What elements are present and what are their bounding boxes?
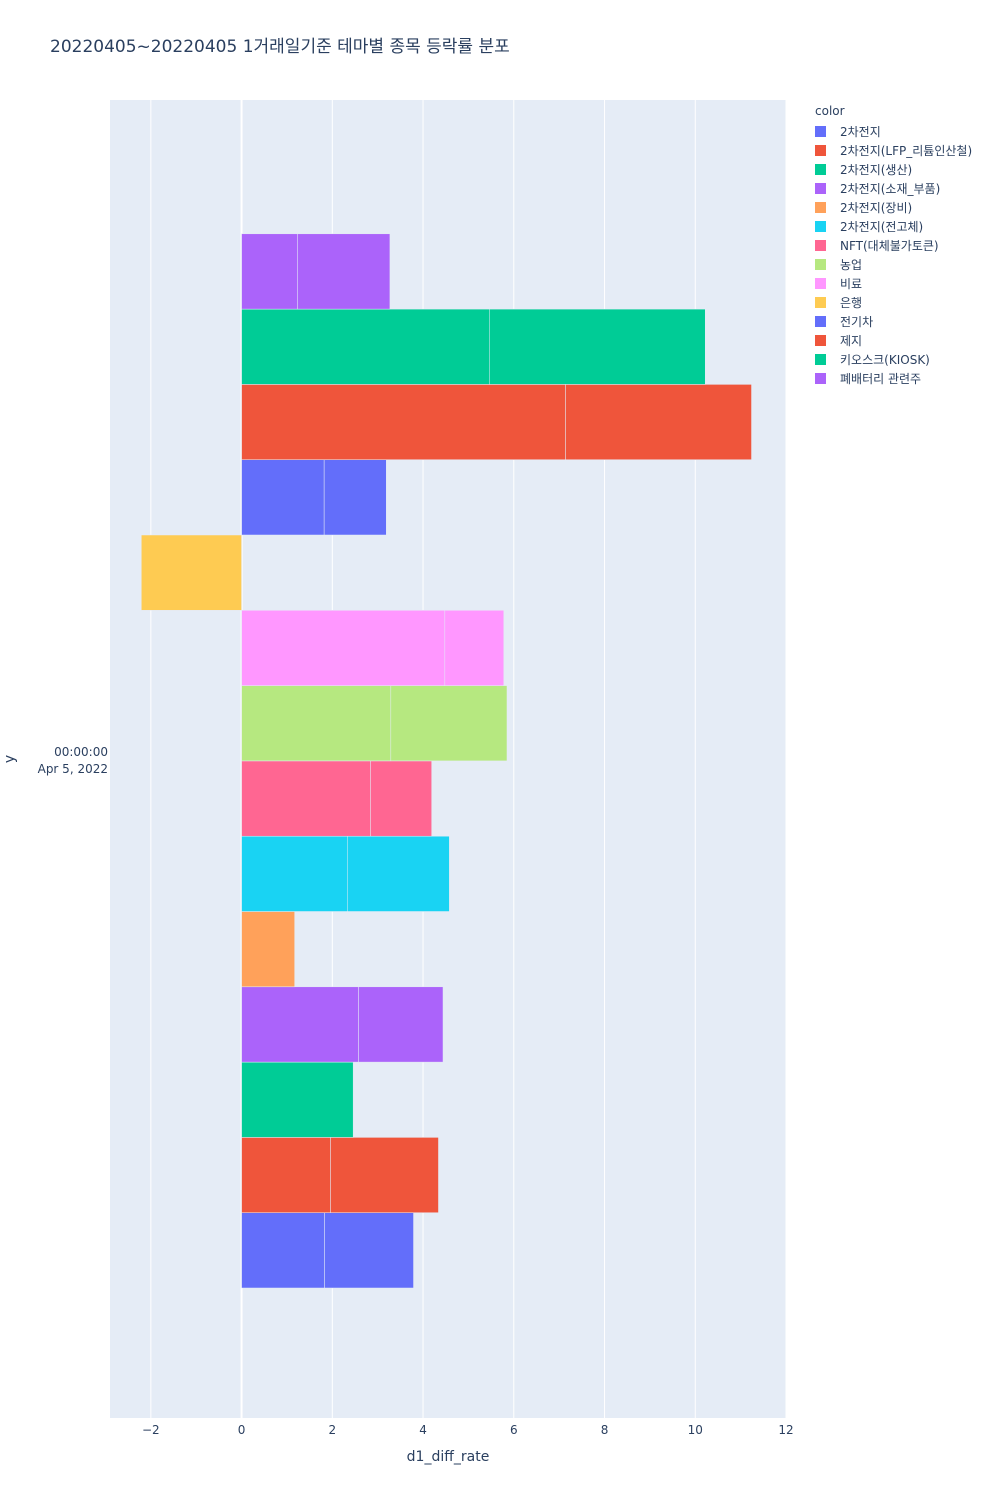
bar-segment[interactable] (241, 308, 490, 385)
bar-segment[interactable] (565, 384, 752, 460)
legend-item[interactable]: 2차전지(장비) (815, 198, 972, 217)
chart-title: 20220405~20220405 1거래일기준 테마별 종목 등락률 분포 (50, 37, 510, 57)
legend-swatch (815, 221, 826, 232)
x-tick-label: 4 (419, 1423, 427, 1437)
legend-label: 키오스크(KIOSK) (840, 353, 930, 367)
legend-swatch (815, 316, 826, 327)
legend: color 2차전지 2차전지(LFP_리튬인산철) 2차전지(생산) 2차전지(소재… (815, 104, 972, 388)
x-tick-label: 2 (328, 1423, 336, 1437)
bar-segment[interactable] (241, 685, 392, 762)
bar-segment[interactable] (297, 233, 391, 310)
x-axis-title: d1_diff_rate (407, 1449, 490, 1465)
bar-segment[interactable] (241, 1137, 331, 1213)
bar-segment[interactable] (347, 835, 450, 912)
bar-segment[interactable] (358, 986, 444, 1063)
legend-item[interactable]: 2차전지(소재_부품) (815, 179, 972, 198)
bar-segment[interactable] (330, 1137, 439, 1213)
legend-swatch (815, 183, 826, 194)
bar-segment[interactable] (370, 760, 432, 837)
bar-segment[interactable] (324, 1212, 414, 1289)
bar-segment[interactable] (390, 685, 508, 762)
legend-swatch (815, 202, 826, 213)
legend-label: 폐배터리 관련주 (840, 372, 922, 386)
x-tick-label: 0 (238, 1423, 246, 1437)
legend-item[interactable]: 2차전지(전고체) (815, 217, 972, 236)
legend-item[interactable]: 비료 (815, 274, 972, 293)
x-tick-label: 10 (688, 1423, 703, 1437)
bar-segment[interactable] (489, 308, 706, 385)
legend-swatch (815, 145, 826, 156)
legend-item[interactable]: 농업 (815, 255, 972, 274)
legend-item[interactable]: 2차전지(생산) (815, 160, 972, 179)
bar-segment[interactable] (241, 1061, 354, 1138)
y-category-label: 00:00:00 Apr 5, 2022 (38, 745, 108, 776)
x-tick-label: −2 (142, 1423, 160, 1437)
legend-label: 2차전지(소재_부품) (840, 182, 941, 196)
legend-label: 전기차 (840, 315, 874, 329)
y-axis-title: y (2, 755, 18, 763)
legend-label: 비료 (840, 277, 863, 291)
legend-swatch (815, 297, 826, 308)
legend-swatch (815, 373, 826, 384)
legend-label: 2차전지 (840, 125, 881, 139)
legend-swatch (815, 126, 826, 137)
bar-segment[interactable] (241, 233, 298, 310)
bar-segment[interactable] (241, 835, 348, 912)
legend-label: 제지 (840, 334, 863, 348)
bar-segment[interactable] (241, 1212, 325, 1289)
legend-label: 2차전지(생산) (840, 163, 913, 177)
x-tick-labels: −2 0 2 4 6 8 10 12 (142, 1423, 794, 1437)
bar-segment[interactable] (241, 760, 371, 837)
legend-swatch (815, 278, 826, 289)
legend-item[interactable]: 전기차 (815, 312, 972, 331)
legend-swatch (815, 240, 826, 251)
legend-item[interactable]: 제지 (815, 331, 972, 350)
legend-title: color (815, 104, 845, 118)
legend-label: NFT(대체불가토큰) (840, 239, 939, 253)
bar-segment[interactable] (241, 384, 566, 460)
bar-segment[interactable] (323, 459, 387, 536)
x-tick-label: 12 (778, 1423, 793, 1437)
bars (141, 233, 752, 1289)
legend-item[interactable]: 2차전지(LFP_리튬인산철) (815, 141, 972, 160)
x-tick-label: 8 (601, 1423, 609, 1437)
legend-label: 2차전지(전고체) (840, 220, 924, 234)
legend-item[interactable]: 키오스크(KIOSK) (815, 350, 972, 369)
bar-segment[interactable] (241, 459, 325, 536)
legend-items: 2차전지 2차전지(LFP_리튬인산철) 2차전지(생산) 2차전지(소재_부품) 2차… (815, 122, 972, 388)
legend-label: 농업 (840, 258, 863, 272)
legend-swatch (815, 354, 826, 365)
y-category-label-line1: 00:00:00 (54, 745, 108, 759)
legend-swatch (815, 164, 826, 175)
legend-item[interactable]: 2차전지 (815, 122, 972, 141)
bar-segment[interactable] (241, 911, 295, 988)
bar-segment[interactable] (241, 986, 359, 1063)
legend-item[interactable]: 은행 (815, 293, 972, 312)
legend-item[interactable]: NFT(대체불가토큰) (815, 236, 972, 255)
legend-label: 2차전지(장비) (840, 201, 913, 215)
legend-swatch (815, 259, 826, 270)
y-category-label-line2: Apr 5, 2022 (38, 762, 108, 776)
bar-segment[interactable] (241, 610, 446, 686)
bar-segment[interactable] (141, 534, 242, 611)
legend-swatch (815, 335, 826, 346)
legend-label: 은행 (840, 296, 863, 310)
x-tick-label: 6 (510, 1423, 518, 1437)
bar-segment[interactable] (444, 610, 505, 686)
legend-label: 2차전지(LFP_리튬인산철) (840, 144, 973, 158)
legend-item[interactable]: 폐배터리 관련주 (815, 369, 972, 388)
